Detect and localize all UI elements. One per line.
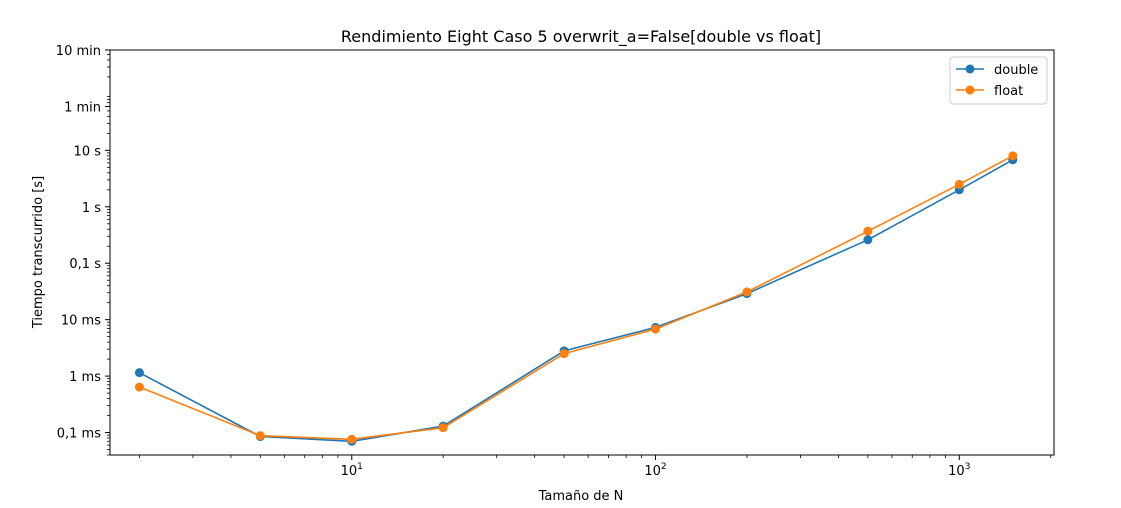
x-tick-label-exponent: 1 <box>357 462 363 472</box>
data-point-float <box>559 349 569 359</box>
data-point-float <box>255 431 265 441</box>
x-tick-label: 103 <box>948 462 970 479</box>
chart-title: Rendimiento Eight Caso 5 overwrit_a=Fals… <box>341 27 821 47</box>
data-point-float <box>134 382 144 392</box>
x-tick-label-exponent: 3 <box>965 462 971 472</box>
x-tick-label-base: 10 <box>341 464 358 479</box>
y-tick-label: 0,1 ms <box>57 427 101 442</box>
series-layer <box>134 151 1018 446</box>
plot-area <box>109 49 1055 456</box>
legend: double float <box>949 56 1048 105</box>
y-axis-label: Tiempo transcurrido [s] <box>31 176 46 329</box>
y-tick-label: 10 s <box>74 144 102 159</box>
data-point-float <box>742 287 752 297</box>
data-point-float <box>438 423 448 433</box>
data-point-float <box>347 434 357 444</box>
data-point-double <box>863 235 873 245</box>
data-point-double <box>134 368 144 378</box>
series-double <box>134 155 1018 446</box>
y-tick-label: 1 ms <box>69 370 101 385</box>
y-axis: 0,1 ms 1 ms 10 ms 0,1 s 1 s 10 s 1 min 10 min <box>56 44 110 456</box>
x-tick-label: 101 <box>341 462 363 479</box>
data-point-float <box>954 179 964 189</box>
data-point-float <box>1008 151 1018 161</box>
x-axis: 101 102 103 <box>139 455 1052 479</box>
legend-marker-float <box>965 85 975 95</box>
legend-label-double: double <box>994 63 1038 78</box>
data-point-float <box>863 226 873 236</box>
x-tick-label-base: 10 <box>948 464 965 479</box>
y-tick-label: 1 s <box>82 201 101 216</box>
legend-marker-double <box>965 64 975 74</box>
y-tick-label: 10 ms <box>61 314 101 329</box>
series-line-float <box>139 155 1014 441</box>
x-tick-label-base: 10 <box>644 464 661 479</box>
series-line-double <box>139 159 1014 443</box>
y-tick-label: 0,1 s <box>69 257 101 272</box>
y-tick-label: 1 min <box>64 100 101 115</box>
x-axis-label: Tamaño de N <box>538 489 624 504</box>
data-point-float <box>651 324 661 334</box>
y-tick-label: 10 min <box>56 44 101 59</box>
legend-label-float: float <box>994 84 1023 99</box>
x-tick-label: 102 <box>644 462 666 479</box>
x-tick-label-exponent: 2 <box>661 462 667 472</box>
series-float <box>134 151 1018 444</box>
